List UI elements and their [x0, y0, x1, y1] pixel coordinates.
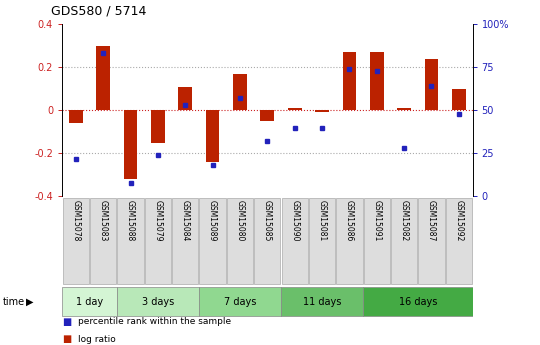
- Text: percentile rank within the sample: percentile rank within the sample: [78, 317, 232, 326]
- FancyBboxPatch shape: [199, 198, 226, 284]
- FancyBboxPatch shape: [227, 198, 253, 284]
- Bar: [397, 108, 411, 110]
- Text: time: time: [3, 297, 25, 307]
- Text: log ratio: log ratio: [78, 335, 116, 344]
- Bar: [315, 110, 329, 112]
- Bar: [370, 52, 383, 110]
- Bar: [69, 110, 83, 123]
- FancyBboxPatch shape: [172, 198, 198, 284]
- Text: GSM15092: GSM15092: [454, 200, 463, 242]
- Bar: [452, 89, 465, 110]
- FancyBboxPatch shape: [309, 198, 335, 284]
- Text: GSM15083: GSM15083: [99, 200, 107, 242]
- Text: GSM15084: GSM15084: [181, 200, 190, 242]
- Text: ▶: ▶: [26, 297, 33, 307]
- FancyBboxPatch shape: [446, 198, 472, 284]
- FancyBboxPatch shape: [254, 198, 280, 284]
- Bar: [151, 110, 165, 142]
- Text: 3 days: 3 days: [141, 297, 174, 307]
- FancyBboxPatch shape: [145, 198, 171, 284]
- Text: 16 days: 16 days: [399, 297, 437, 307]
- Text: GSM15078: GSM15078: [71, 200, 80, 242]
- Text: GSM15087: GSM15087: [427, 200, 436, 242]
- Bar: [288, 108, 301, 110]
- Text: GDS580 / 5714: GDS580 / 5714: [51, 4, 147, 17]
- Text: 11 days: 11 days: [303, 297, 341, 307]
- Text: 1 day: 1 day: [76, 297, 103, 307]
- Bar: [178, 87, 192, 110]
- FancyBboxPatch shape: [336, 198, 362, 284]
- Bar: [206, 110, 219, 162]
- FancyBboxPatch shape: [199, 287, 281, 316]
- Text: GSM15090: GSM15090: [290, 200, 299, 242]
- Text: GSM15080: GSM15080: [235, 200, 245, 242]
- Text: GSM15085: GSM15085: [263, 200, 272, 242]
- Bar: [424, 59, 438, 110]
- FancyBboxPatch shape: [418, 198, 444, 284]
- Text: 7 days: 7 days: [224, 297, 256, 307]
- FancyBboxPatch shape: [62, 287, 117, 316]
- Bar: [260, 110, 274, 121]
- Text: ■: ■: [62, 334, 71, 344]
- FancyBboxPatch shape: [281, 287, 363, 316]
- Text: ■: ■: [62, 317, 71, 327]
- Text: GSM15081: GSM15081: [318, 200, 327, 241]
- Bar: [124, 110, 137, 179]
- FancyBboxPatch shape: [117, 287, 199, 316]
- FancyBboxPatch shape: [63, 198, 89, 284]
- Text: GSM15086: GSM15086: [345, 200, 354, 242]
- Bar: [96, 46, 110, 110]
- Bar: [233, 74, 247, 110]
- FancyBboxPatch shape: [281, 198, 308, 284]
- Text: GSM15089: GSM15089: [208, 200, 217, 242]
- FancyBboxPatch shape: [391, 198, 417, 284]
- Text: GSM15088: GSM15088: [126, 200, 135, 241]
- Text: GSM15091: GSM15091: [372, 200, 381, 242]
- Text: GSM15079: GSM15079: [153, 200, 163, 242]
- Bar: [342, 52, 356, 110]
- FancyBboxPatch shape: [117, 198, 144, 284]
- Text: GSM15082: GSM15082: [400, 200, 409, 241]
- FancyBboxPatch shape: [363, 287, 472, 316]
- FancyBboxPatch shape: [90, 198, 116, 284]
- FancyBboxPatch shape: [363, 198, 390, 284]
